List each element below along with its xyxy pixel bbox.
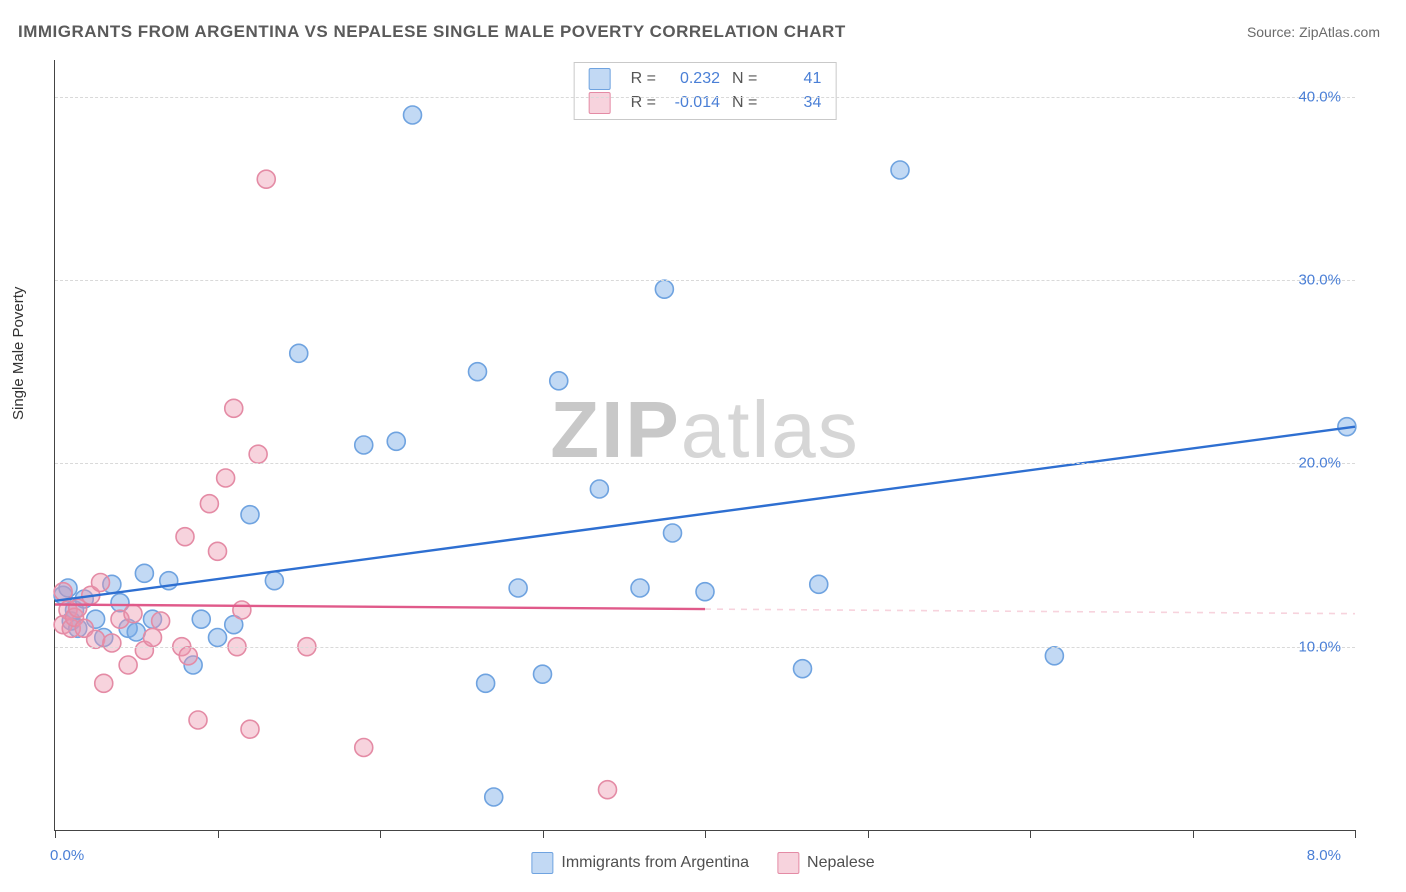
data-point: [477, 674, 495, 692]
stat-N-value: 34: [769, 91, 821, 115]
stat-R-value: -0.014: [668, 91, 720, 115]
data-point: [103, 634, 121, 652]
stat-N-value: 41: [769, 67, 821, 91]
legend-label: Nepalese: [807, 854, 875, 872]
y-tick-label: 40.0%: [1298, 88, 1341, 105]
bottom-legend: Immigrants from Argentina Nepalese: [531, 852, 874, 874]
x-tick-label: 8.0%: [1307, 847, 1341, 864]
stats-row: R = 0.232 N = 41: [589, 67, 822, 91]
legend-swatch: [589, 92, 611, 114]
data-point: [119, 656, 137, 674]
trend-line: [55, 605, 705, 610]
stat-R-value: 0.232: [668, 67, 720, 91]
stat-N-label: N =: [732, 67, 757, 91]
stat-R-label: R =: [631, 91, 656, 115]
legend-item: Nepalese: [777, 852, 875, 874]
data-point: [810, 575, 828, 593]
x-tick: [705, 830, 706, 838]
source-label: Source: ZipAtlas.com: [1247, 24, 1380, 40]
data-point: [200, 495, 218, 513]
gridline: [55, 463, 1355, 464]
x-tick: [55, 830, 56, 838]
legend-item: Immigrants from Argentina: [531, 852, 749, 874]
legend-swatch: [589, 68, 611, 90]
data-point: [534, 665, 552, 683]
data-point: [241, 506, 259, 524]
data-point: [127, 623, 145, 641]
data-point: [124, 605, 142, 623]
y-tick-label: 20.0%: [1298, 455, 1341, 472]
x-tick-label: 0.0%: [50, 847, 84, 864]
data-point: [144, 629, 162, 647]
data-point: [1045, 647, 1063, 665]
data-point: [225, 399, 243, 417]
data-point: [189, 711, 207, 729]
data-point: [485, 788, 503, 806]
x-tick: [380, 830, 381, 838]
x-tick: [1355, 830, 1356, 838]
x-tick: [868, 830, 869, 838]
data-point: [387, 432, 405, 450]
data-point: [404, 106, 422, 124]
x-tick: [1193, 830, 1194, 838]
data-point: [249, 445, 267, 463]
gridline: [55, 97, 1355, 98]
data-point: [135, 564, 153, 582]
data-point: [290, 344, 308, 362]
legend-label: Immigrants from Argentina: [561, 854, 749, 872]
data-point: [794, 660, 812, 678]
data-point: [217, 469, 235, 487]
data-point: [891, 161, 909, 179]
data-point: [209, 629, 227, 647]
data-point: [87, 630, 105, 648]
plot-area: ZIPatlas R =0.232N =41R =-0.014N =34 10.…: [54, 60, 1355, 831]
y-tick-label: 30.0%: [1298, 272, 1341, 289]
stats-legend-box: R = 0.232 N = 41 R = -0.014 N = 34: [574, 62, 837, 120]
data-point: [590, 480, 608, 498]
data-point: [257, 170, 275, 188]
data-point: [631, 579, 649, 597]
data-point: [355, 739, 373, 757]
trend-line-dashed: [705, 609, 1355, 614]
data-point: [176, 528, 194, 546]
data-point: [233, 601, 251, 619]
scatter-svg: [55, 60, 1355, 830]
stat-R-label: R =: [631, 67, 656, 91]
data-point: [599, 781, 617, 799]
data-point: [265, 572, 283, 590]
data-point: [95, 674, 113, 692]
data-point: [152, 612, 170, 630]
data-point: [469, 363, 487, 381]
data-point: [696, 583, 714, 601]
y-axis-label: Single Male Poverty: [10, 287, 27, 420]
data-point: [655, 280, 673, 298]
gridline: [55, 647, 1355, 648]
data-point: [509, 579, 527, 597]
chart-title: IMMIGRANTS FROM ARGENTINA VS NEPALESE SI…: [18, 22, 846, 42]
data-point: [241, 720, 259, 738]
data-point: [179, 647, 197, 665]
legend-swatch: [777, 852, 799, 874]
data-point: [664, 524, 682, 542]
legend-swatch: [531, 852, 553, 874]
stats-row: R = -0.014 N = 34: [589, 91, 822, 115]
x-tick: [218, 830, 219, 838]
data-point: [355, 436, 373, 454]
data-point: [92, 574, 110, 592]
y-tick-label: 10.0%: [1298, 638, 1341, 655]
x-tick: [1030, 830, 1031, 838]
data-point: [209, 542, 227, 560]
gridline: [55, 280, 1355, 281]
stat-N-label: N =: [732, 91, 757, 115]
data-point: [192, 610, 210, 628]
data-point: [550, 372, 568, 390]
x-tick: [543, 830, 544, 838]
